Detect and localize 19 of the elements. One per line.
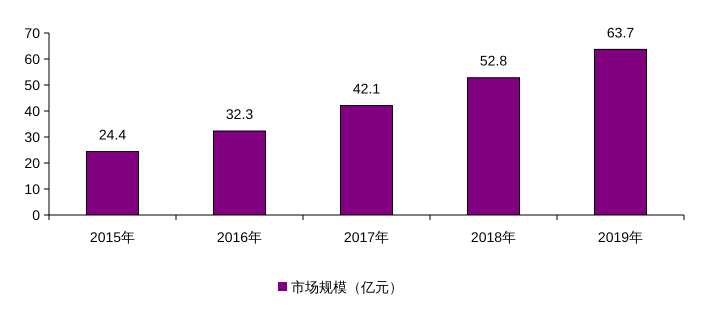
data-label: 52.8 <box>480 52 508 69</box>
y-tick-label: 0 <box>32 207 40 223</box>
x-tick-label: 2019年 <box>598 229 644 245</box>
data-label: 63.7 <box>606 24 634 40</box>
y-tick-label: 40 <box>24 103 40 119</box>
legend-label: 市场规模（亿元） <box>291 279 403 295</box>
x-tick-label: 2016年 <box>216 229 262 245</box>
y-tick-label: 30 <box>24 129 40 145</box>
y-tick-label: 20 <box>24 155 40 171</box>
y-tick-label: 10 <box>24 181 40 197</box>
x-tick-label: 2017年 <box>344 229 390 245</box>
data-label: 42.1 <box>352 80 380 97</box>
x-tick-label: 2018年 <box>470 229 516 245</box>
x-tick-label: 2015年 <box>90 229 136 245</box>
y-tick-label: 50 <box>24 77 40 93</box>
data-label: 24.4 <box>98 126 126 143</box>
data-label: 32.3 <box>226 106 254 122</box>
y-tick-label: 60 <box>24 51 40 67</box>
y-tick-label: 70 <box>24 25 40 41</box>
